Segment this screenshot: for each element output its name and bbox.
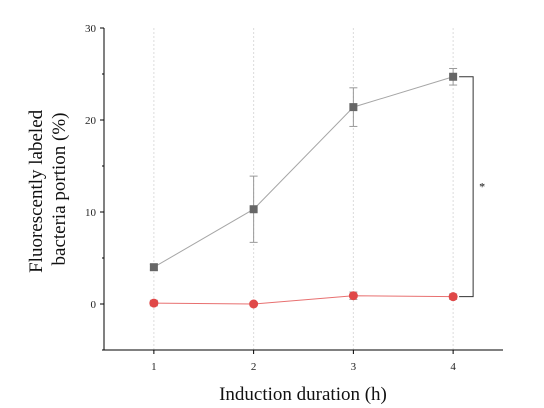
y-axis-title-line-2: bacteria portion (%) bbox=[49, 113, 70, 266]
svg-text:Fluorescently labeled ba: Fluorescently labeled bacteria portion (… bbox=[26, 105, 70, 273]
annotations: * bbox=[459, 76, 485, 298]
y-tick-label: 10 bbox=[85, 207, 97, 219]
grid-lines bbox=[153, 28, 454, 350]
significance-bracket bbox=[459, 76, 474, 298]
x-tick-label: 2 bbox=[251, 361, 257, 373]
data-point-circle bbox=[348, 291, 358, 301]
series-line bbox=[153, 76, 454, 268]
data-point-square bbox=[249, 205, 258, 214]
series-1 bbox=[149, 67, 458, 272]
tick-labels: 1 2 3 4 0 10 20 30 bbox=[85, 23, 456, 373]
series-layer bbox=[149, 67, 458, 309]
y-axis-title-line-1: Fluorescently labeled bbox=[26, 109, 47, 273]
series-line bbox=[153, 295, 454, 305]
data-point-circle bbox=[448, 292, 458, 302]
data-point-circle bbox=[249, 299, 259, 309]
y-tick-label: 0 bbox=[91, 299, 97, 311]
data-point-square bbox=[349, 103, 358, 112]
data-point-square bbox=[449, 72, 458, 81]
significance-star: * bbox=[479, 180, 485, 194]
y-tick-label: 20 bbox=[85, 115, 97, 127]
series-2 bbox=[149, 291, 458, 309]
x-tick-label: 4 bbox=[450, 361, 456, 373]
data-point-square bbox=[149, 263, 158, 272]
y-axis-title: Fluorescently labeled bacteria portion (… bbox=[26, 105, 70, 273]
y-tick-label: 30 bbox=[85, 23, 97, 35]
x-tick-label: 1 bbox=[151, 361, 157, 373]
x-tick-label: 3 bbox=[351, 361, 357, 373]
x-axis-title: Induction duration (h) bbox=[219, 384, 387, 405]
data-point-circle bbox=[149, 298, 159, 308]
axes bbox=[103, 28, 503, 351]
